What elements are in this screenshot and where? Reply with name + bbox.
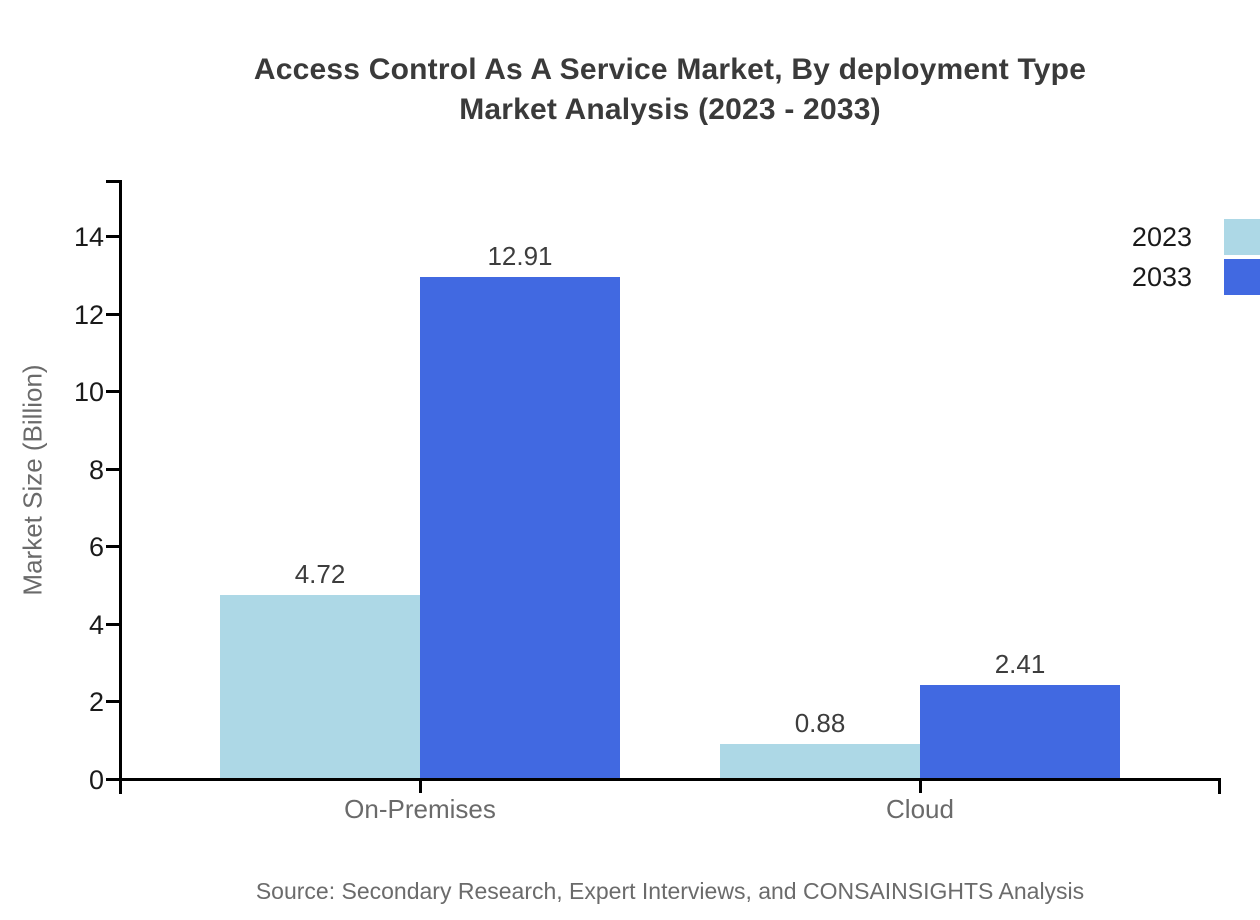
- x-axis-tick: [419, 781, 422, 793]
- y-axis-tick-label: 0: [88, 765, 104, 795]
- bar-2033-Cloud: [920, 684, 1120, 778]
- x-axis-right-cap: [1218, 778, 1221, 794]
- y-axis-tick-label: 6: [88, 532, 104, 563]
- x-axis-left-cap: [119, 778, 122, 794]
- y-axis-tick-label: 2: [88, 687, 104, 718]
- y-axis-tick-label: 10: [73, 377, 104, 408]
- x-axis-line: [119, 778, 1221, 781]
- bar-2023-Cloud: [720, 743, 920, 778]
- y-axis-tick: [106, 235, 119, 238]
- bar-2023-On-Premises: [220, 594, 420, 778]
- bar-value-label: 2.41: [994, 648, 1046, 679]
- chart-title: Access Control As A Service Market, By d…: [80, 50, 1260, 130]
- y-axis-tick: [106, 390, 119, 394]
- x-axis-tick: [919, 781, 922, 793]
- y-axis-tick: [106, 700, 119, 704]
- y-axis-tick-label: 4: [88, 609, 104, 640]
- y-axis-tick: [106, 312, 119, 316]
- y-axis-tick: [106, 622, 119, 626]
- y-axis-tick-label: 14: [73, 222, 104, 252]
- y-axis-line: [119, 180, 122, 781]
- bar-value-label: 0.88: [794, 707, 846, 738]
- x-axis-category-label: On-Premises: [344, 794, 496, 824]
- y-axis-tick-label: 8: [88, 454, 104, 485]
- y-axis-top-cap: [106, 180, 119, 183]
- y-axis-tick-label: 12: [73, 299, 104, 330]
- bar-value-label: 12.91: [487, 241, 553, 272]
- y-axis-tick: [106, 467, 119, 471]
- bar-value-label: 4.72: [294, 558, 346, 589]
- x-axis-category-label: Cloud: [886, 794, 954, 824]
- chart-title-line2: Market Analysis (2023 - 2033): [459, 93, 881, 126]
- source-note: Source: Secondary Research, Expert Inter…: [255, 878, 1085, 904]
- y-axis-tick: [106, 778, 119, 781]
- y-axis-tick: [106, 545, 119, 549]
- chart-title-line1: Access Control As A Service Market, By d…: [253, 53, 1087, 86]
- bar-2033-On-Premises: [420, 277, 620, 778]
